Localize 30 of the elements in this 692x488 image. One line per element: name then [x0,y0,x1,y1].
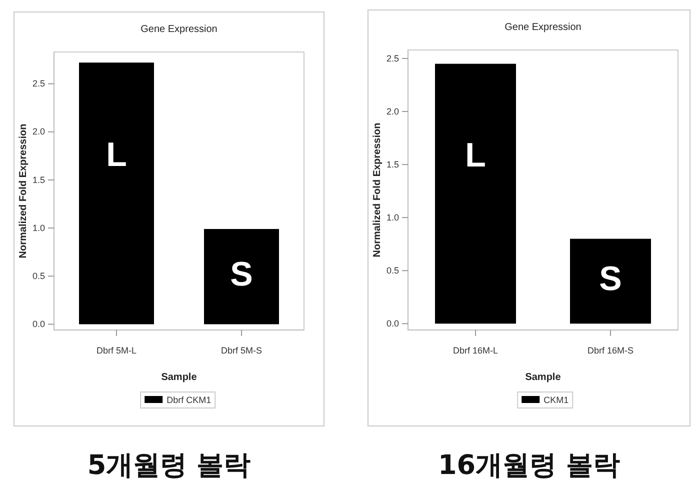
text: 16개월령 볼락 [438,450,620,481]
y-axis-title: Normalized Fold Expression [18,124,29,258]
y-tick-label: 0.0 [386,318,399,329]
x-tick-label: Dbrf 5M-L [96,345,137,356]
x-tick-label: Dbrf 16M-L [452,345,498,356]
legend-label: Dbrf CKM1 [166,395,212,405]
y-tick-label: 1.5 [386,159,399,170]
x-axis-title: Sample [525,372,562,383]
chart-title: Gene Expression [140,24,218,35]
y-tick-label: 2.5 [386,53,399,64]
annotation: L [106,136,127,174]
annotation: S [599,260,622,298]
x-tick-label: Dbrf 16M-S [587,345,634,356]
annotation: S [230,256,253,294]
chart-title: Gene Expression [504,22,582,33]
annotation: L [465,136,486,174]
legend-label: CKM1 [544,395,569,405]
y-tick-label: 2.0 [386,106,399,116]
y-tick-label: 1.0 [386,212,399,222]
y-axis-title: Normalized Fold Expression [372,122,383,258]
y-tick-label: 2.5 [32,78,45,89]
y-tick-label: 1.5 [32,174,45,185]
text: 5개월령 볼락 [87,450,251,481]
y-tick-label: 0.0 [32,319,45,330]
x-tick-label: Dbrf 5M-S [220,345,262,356]
y-tick-label: 1.0 [32,222,45,233]
x-axis-title: Sample [161,372,198,383]
y-tick-label: 0.5 [386,265,399,276]
y-tick-label: 0.5 [32,271,45,282]
y-tick-label: 2.0 [32,126,45,137]
